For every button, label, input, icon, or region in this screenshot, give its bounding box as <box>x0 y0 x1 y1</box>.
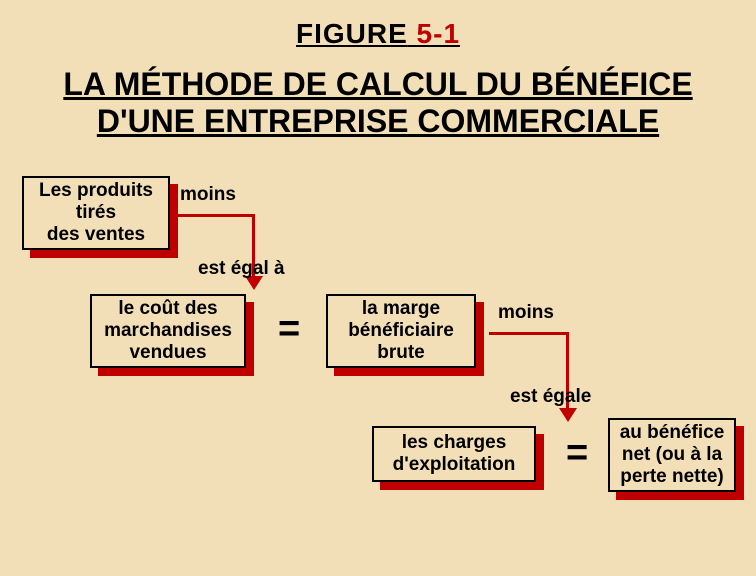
arrow-2-head <box>559 408 577 422</box>
box-benefice: au bénéficenet (ou à laperte nette) <box>608 418 736 492</box>
label-moins-2: moins <box>498 302 554 324</box>
title-line-2: D'UNE ENTREPRISE COMMERCIALE <box>97 103 659 139</box>
equals-1: = <box>278 308 299 351</box>
box-marge: la margebénéficiairebrute <box>326 294 476 368</box>
figure-label: FIGURE 5-1 <box>0 0 756 50</box>
box-cout: le coût desmarchandisesvendues <box>90 294 246 368</box>
label-egal-1: est égal à <box>198 258 285 280</box>
label-egal-2: est égale <box>510 386 591 408</box>
box-charges: les chargesd'exploitation <box>372 426 536 482</box>
arrow-1-h <box>175 214 255 217</box>
equals-2: = <box>566 432 587 475</box>
label-moins-1: moins <box>180 184 236 206</box>
box-produits: Les produitstirésdes ventes <box>22 176 170 250</box>
figure-word: FIGURE <box>296 18 408 49</box>
page-title: LA MÉTHODE DE CALCUL DU BÉNÉFICE D'UNE E… <box>0 66 756 140</box>
title-line-1: LA MÉTHODE DE CALCUL DU BÉNÉFICE <box>63 66 692 102</box>
arrow-2-h <box>489 332 569 335</box>
figure-number: 5-1 <box>408 18 460 49</box>
